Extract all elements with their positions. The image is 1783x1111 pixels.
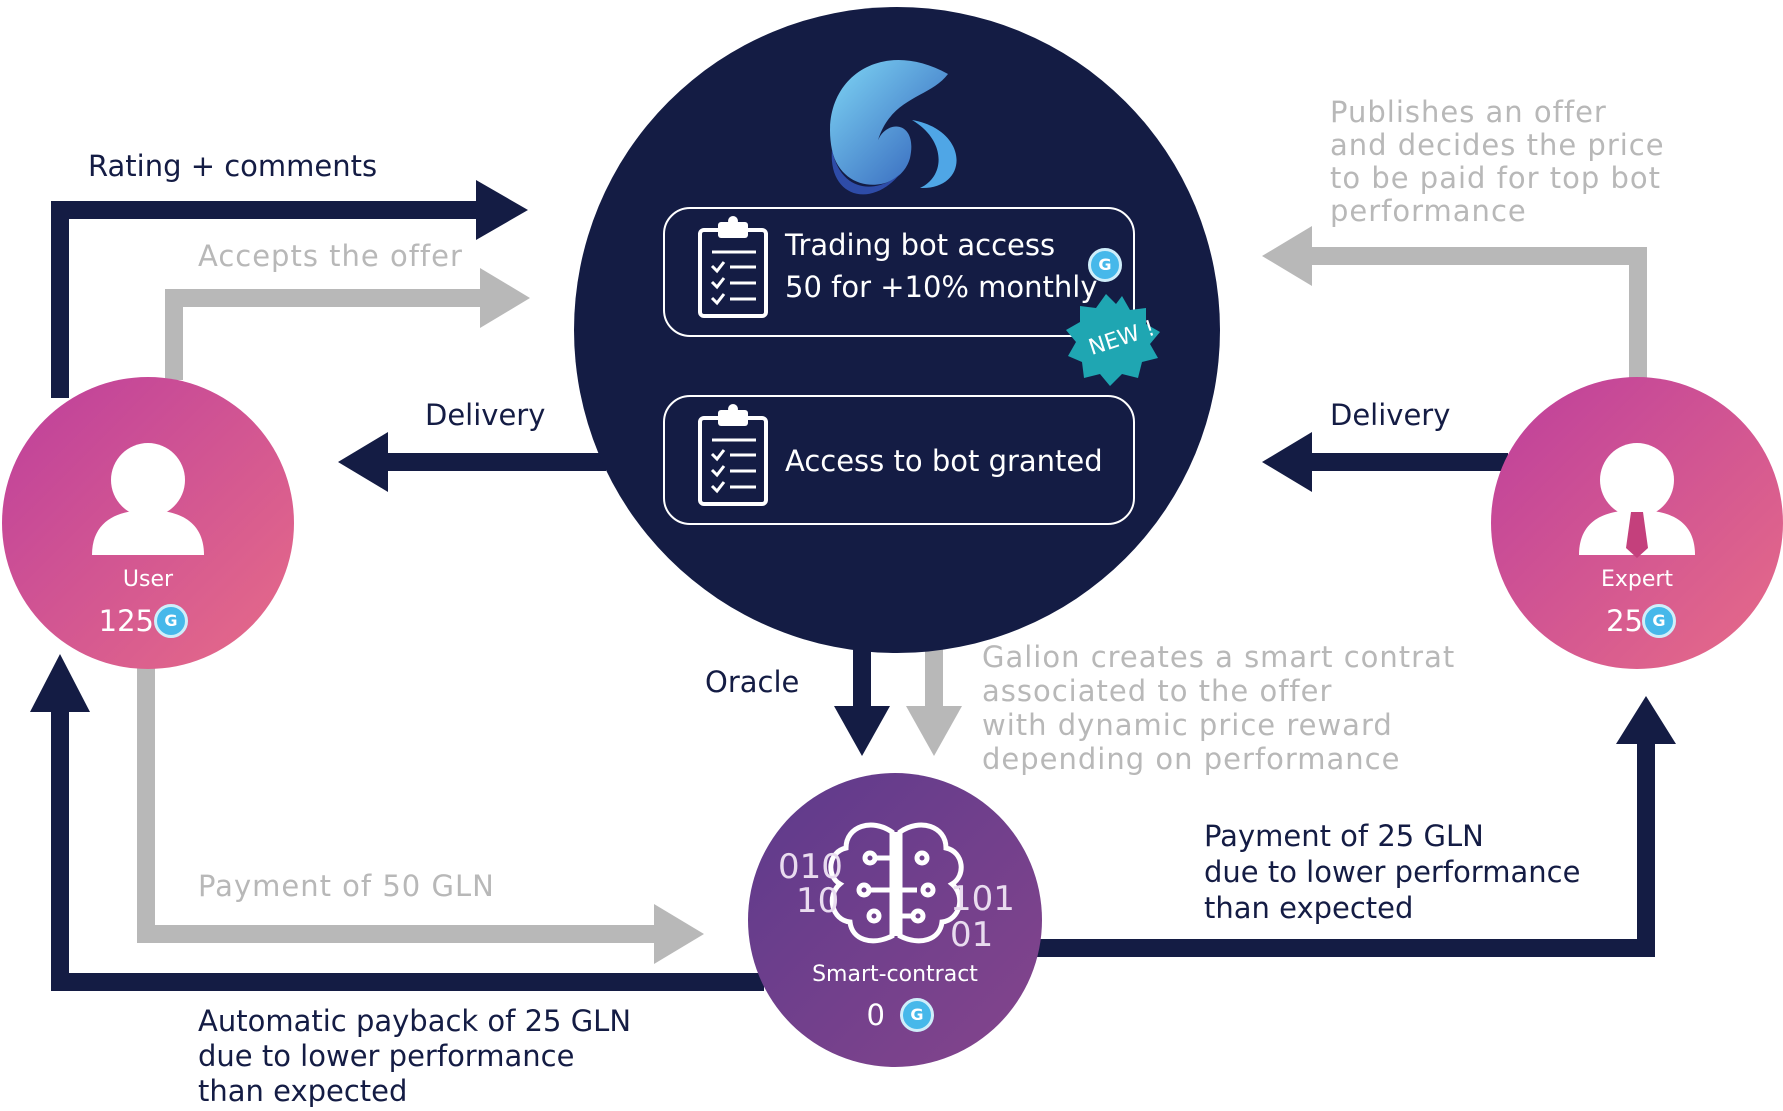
accepts-arrow xyxy=(165,268,530,380)
publishes-line: Publishes an offer xyxy=(1330,95,1607,129)
binary-digits: 010 xyxy=(778,847,843,887)
offer-line-2: 50 for +10% monthly xyxy=(785,270,1098,305)
binary-digits: 01 xyxy=(950,915,994,955)
offer-card-text: Trading bot access 50 for +10% monthly xyxy=(785,224,1098,308)
user-icon xyxy=(92,443,204,555)
user-label: User xyxy=(122,567,174,592)
gln-coin-icon: G xyxy=(154,604,188,638)
granted-card xyxy=(663,395,1135,525)
expert-balance: 25 xyxy=(1606,604,1643,638)
galion-line: Galion creates a smart contrat xyxy=(982,640,1456,674)
binary-digits: 101 xyxy=(950,879,1015,919)
clipboard-icon xyxy=(698,404,768,506)
payment-25-label: Payment of 25 GLN due to lower performan… xyxy=(1204,818,1580,926)
gln-coin-icon: G xyxy=(900,998,934,1032)
gln-coin-icon: G xyxy=(1088,248,1122,282)
publishes-line: performance xyxy=(1330,194,1527,228)
galion-line: associated to the offer xyxy=(982,674,1333,708)
payback-line: Automatic payback of 25 GLN xyxy=(198,1004,632,1038)
smart-contract-balance: 0 xyxy=(866,998,885,1032)
payment-25-line: than expected xyxy=(1204,891,1414,925)
galion-line: with dynamic price reward xyxy=(982,708,1393,742)
delivery-user-arrow xyxy=(338,432,606,492)
payment-50-arrow xyxy=(137,668,704,964)
payment-25-line: Payment of 25 GLN xyxy=(1204,819,1484,853)
payback-label: Automatic payback of 25 GLN due to lower… xyxy=(198,1004,631,1109)
oracle-arrow xyxy=(834,640,890,756)
rating-arrow xyxy=(51,180,528,398)
expert-icon xyxy=(1579,443,1695,558)
galion-line: depending on performance xyxy=(982,742,1401,776)
granted-card-text: Access to bot granted xyxy=(785,444,1103,478)
platform-circle xyxy=(574,7,1220,653)
offer-card xyxy=(663,207,1135,337)
publishes-arrow xyxy=(1262,226,1647,378)
delivery-expert-label: Delivery xyxy=(1330,398,1451,432)
brain-icon xyxy=(828,822,964,944)
user-balance: 125 xyxy=(98,604,154,638)
payment-50-label: Payment of 50 GLN xyxy=(198,869,495,903)
galion-label: Galion creates a smart contrat associate… xyxy=(982,640,1455,776)
new-badge-shape xyxy=(1066,294,1160,386)
smart-contract-label: Smart-contract xyxy=(812,962,978,987)
clipboard-icon xyxy=(698,216,768,318)
payment-25-line: due to lower performance xyxy=(1204,855,1581,889)
offer-line-1: Trading bot access xyxy=(785,228,1056,262)
payback-arrow xyxy=(30,654,764,991)
publishes-line: to be paid for top bot xyxy=(1330,161,1662,195)
payback-line: than expected xyxy=(198,1074,408,1108)
delivery-user-label: Delivery xyxy=(425,398,546,432)
payment-25-arrow xyxy=(1030,696,1676,957)
expert-label: Expert xyxy=(1600,567,1674,592)
publishes-line: and decides the price xyxy=(1330,128,1665,162)
publishes-label: Publishes an offer and decides the price… xyxy=(1330,96,1665,228)
oracle-label: Oracle xyxy=(705,665,800,699)
binary-digits: 10 xyxy=(796,881,840,921)
galion-logo xyxy=(830,59,957,195)
rating-label: Rating + comments xyxy=(88,149,378,183)
delivery-expert-arrow xyxy=(1262,432,1508,492)
payback-line: due to lower performance xyxy=(198,1039,575,1073)
gln-coin-icon: G xyxy=(1642,604,1676,638)
galion-arrow xyxy=(906,640,962,756)
accepts-label: Accepts the offer xyxy=(198,239,463,273)
